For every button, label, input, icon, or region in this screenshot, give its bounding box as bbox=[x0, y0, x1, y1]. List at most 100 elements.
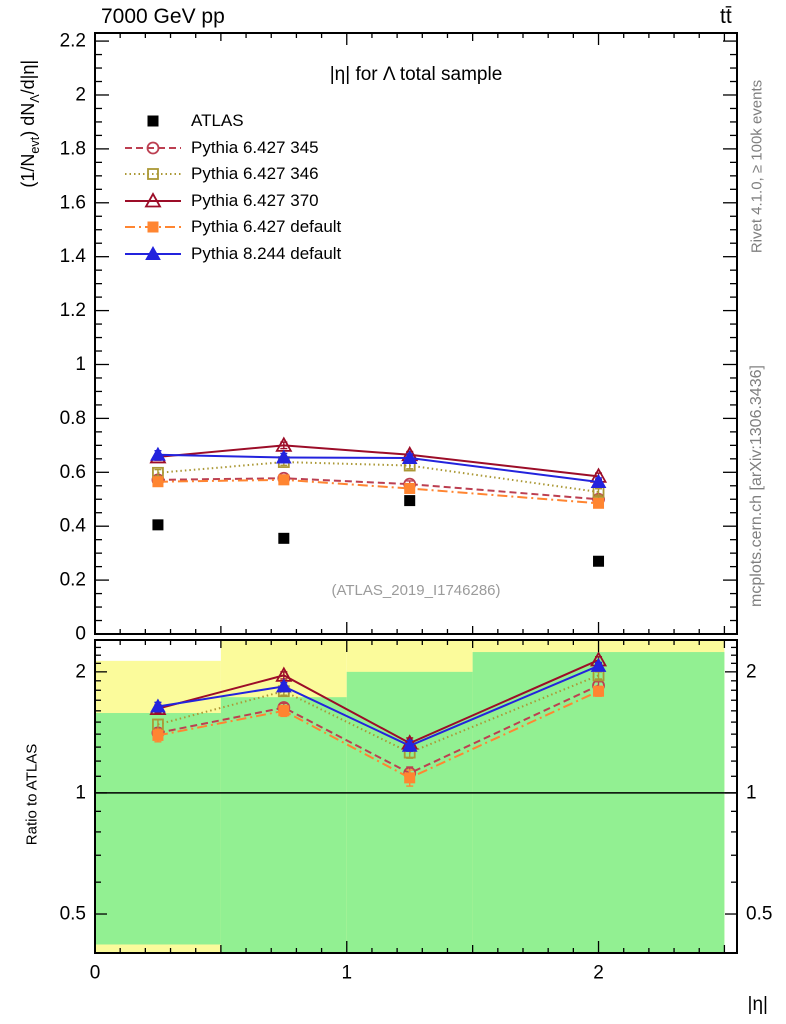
pythia6-default-marker bbox=[152, 476, 164, 488]
pythia6-default-marker bbox=[404, 482, 416, 494]
pythia6-370-legend-marker-icon bbox=[125, 191, 181, 208]
xtick-label: 0 bbox=[90, 963, 101, 984]
legend: ATLAS Pythia 6.427 345 Pythia 6.427 346 Pyt… bbox=[124, 108, 341, 267]
y-axis-label-part: ) dN bbox=[18, 102, 39, 137]
xtick-label: 1 bbox=[341, 963, 352, 984]
process-label: tt̄ bbox=[720, 5, 732, 28]
legend-label: Pythia 6.427 345 bbox=[191, 137, 319, 157]
main-ytick-label: 0 bbox=[75, 624, 86, 645]
pythia6-346-legend-marker-icon bbox=[125, 168, 181, 181]
band-green bbox=[346, 671, 473, 953]
axes: 0 0.2 0.4 0.6 0.8 1 1.2 1.4 1.6 1.8 2 2.2 0.5 0.5 1 1 2 2… bbox=[60, 31, 773, 984]
y-axis-label: (1/Nevt) dNΛ/d|η| bbox=[18, 4, 42, 244]
main-ytick-label: 0.6 bbox=[60, 462, 86, 483]
pythia6-345-legend-marker-icon bbox=[125, 141, 181, 155]
main-ytick-label: 1.2 bbox=[60, 300, 86, 321]
pythia6-345-line bbox=[157, 477, 599, 501]
pythia6-345-marker bbox=[146, 141, 160, 155]
ratio-uncertainty-bands bbox=[95, 640, 725, 953]
ratio-ytick-label: 1 bbox=[75, 782, 86, 803]
pythia6-default-marker bbox=[152, 729, 164, 741]
pythia6-default-marker bbox=[593, 497, 605, 509]
ratio-panel-frame bbox=[94, 639, 738, 954]
ratio-axis-label: Ratio to ATLAS bbox=[23, 743, 41, 846]
legend-label: Pythia 8.244 default bbox=[191, 243, 342, 263]
main-ytick-label: 2 bbox=[75, 84, 86, 105]
pythia6-370-marker bbox=[144, 191, 162, 208]
atlas-marker bbox=[152, 519, 164, 531]
atlas-marker bbox=[147, 115, 159, 127]
pythia8-default-line bbox=[157, 453, 599, 483]
legend-item-pythia6-346: Pythia 6.427 346 bbox=[124, 161, 341, 188]
ratio-ytick-label: 0.5 bbox=[60, 904, 86, 925]
series-pythia6-default bbox=[152, 474, 605, 787]
pythia6-default-line bbox=[157, 690, 599, 779]
y-axis-label-part: /d|η| bbox=[18, 59, 39, 95]
legend-label: Pythia 6.427 370 bbox=[191, 190, 319, 210]
atlas-marker bbox=[278, 532, 290, 544]
legend-label: Pythia 6.427 346 bbox=[191, 164, 319, 184]
legend-label: ATLAS bbox=[191, 111, 244, 131]
main-ytick-label: 1.4 bbox=[60, 246, 87, 267]
mcplots-reference-note: mcplots.cern.ch [arXiv:1306.3436] bbox=[748, 365, 765, 607]
main-ytick-label: 1.8 bbox=[60, 138, 86, 159]
series-pythia8-default bbox=[150, 446, 607, 752]
pythia6-370-line bbox=[157, 659, 599, 745]
pythia8-default-marker bbox=[150, 446, 166, 461]
y-axis-label-part: Λ bbox=[27, 94, 42, 103]
atlas-marker bbox=[404, 495, 416, 507]
y-axis-label-part: evt bbox=[27, 136, 42, 154]
main-ytick-label: 1 bbox=[75, 354, 86, 375]
band-green bbox=[95, 713, 221, 945]
beam-energy-label: 7000 GeV pp bbox=[101, 5, 225, 28]
xtick-label: 2 bbox=[593, 963, 604, 984]
pythia6-default-marker bbox=[278, 474, 290, 486]
pythia8-default-marker bbox=[590, 657, 607, 672]
pythia6-default-marker bbox=[593, 685, 605, 697]
pythia6-default-marker bbox=[147, 221, 159, 233]
legend-item-pythia6-default: Pythia 6.427 default bbox=[124, 214, 341, 241]
legend-item-atlas: ATLAS bbox=[124, 108, 341, 135]
pythia6-default-marker bbox=[404, 772, 416, 784]
main-ytick-label: 2.2 bbox=[60, 31, 86, 52]
pythia6-default-marker bbox=[278, 705, 290, 717]
main-ytick-label: 0.8 bbox=[60, 408, 86, 429]
main-ytick-label: 0.2 bbox=[60, 570, 86, 591]
pythia8-default-marker bbox=[275, 449, 292, 464]
ratio-ytick-label-right: 1 bbox=[746, 782, 757, 803]
pythia8-default-line bbox=[157, 664, 599, 747]
main-ytick-label: 1.6 bbox=[60, 192, 86, 213]
pythia6-346-line bbox=[157, 461, 599, 493]
pythia8-default-marker bbox=[275, 678, 292, 693]
band-green bbox=[472, 652, 725, 953]
legend-item-pythia6-370: Pythia 6.427 370 bbox=[124, 188, 341, 215]
pythia6-346-marker bbox=[147, 168, 159, 181]
pythia8-default-legend-marker-icon bbox=[125, 245, 181, 260]
ratio-ytick-label: 2 bbox=[75, 661, 86, 682]
y-axis-label-part: (1/N bbox=[18, 153, 39, 188]
atlas-marker bbox=[593, 555, 605, 567]
atlas-legend-marker-icon bbox=[147, 115, 159, 127]
x-axis-label: |η| bbox=[747, 994, 768, 1015]
pythia6-370-line bbox=[157, 444, 599, 478]
pythia8-default-marker bbox=[145, 245, 161, 260]
ratio-ytick-label-right: 2 bbox=[746, 661, 757, 682]
series-atlas bbox=[152, 495, 605, 567]
main-ytick-label: 0.4 bbox=[60, 516, 87, 537]
band-green bbox=[220, 697, 347, 953]
legend-item-pythia6-345: Pythia 6.427 345 bbox=[124, 135, 341, 162]
pythia6-default-line bbox=[157, 478, 599, 505]
legend-label: Pythia 6.427 default bbox=[191, 217, 342, 237]
analysis-watermark: (ATLAS_2019_I1746286) bbox=[331, 582, 501, 599]
pythia8-default-marker bbox=[401, 449, 418, 465]
rivet-version-note: Rivet 4.1.0, ≥ 100k events bbox=[748, 79, 766, 254]
pythia8-default-marker bbox=[150, 698, 166, 713]
main-panel-frame bbox=[94, 32, 738, 635]
ratio-ytick-label-right: 0.5 bbox=[746, 904, 772, 925]
pythia8-default-marker bbox=[590, 473, 607, 488]
pythia6-default-legend-marker-icon bbox=[125, 221, 181, 233]
pythia8-default-marker bbox=[401, 737, 418, 752]
legend-item-pythia8-default: Pythia 8.244 default bbox=[124, 241, 341, 268]
